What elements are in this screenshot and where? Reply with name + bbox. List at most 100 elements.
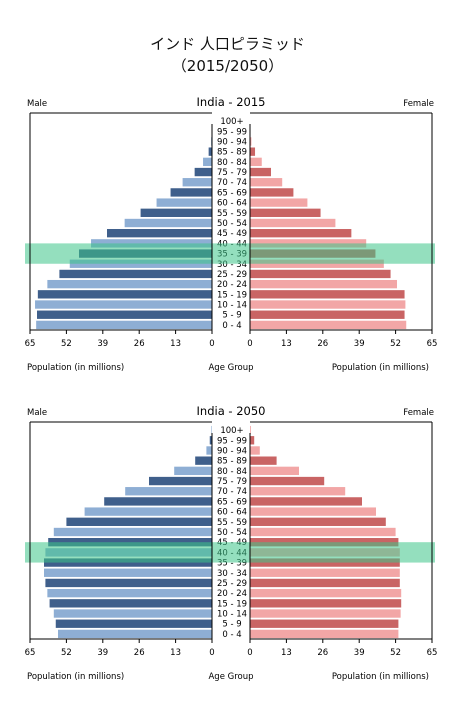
age-group-label: 15 - 19 (217, 599, 247, 609)
age-group-label: 30 - 34 (217, 260, 247, 270)
age-group-label: 60 - 64 (217, 508, 247, 518)
female-bar (250, 269, 391, 279)
tick-label: 52 (390, 648, 401, 658)
age-group-label: 10 - 14 (217, 301, 247, 311)
male-bar (48, 538, 213, 547)
female-bar (250, 279, 397, 289)
age-group-label: 45 - 49 (217, 229, 247, 239)
female-bar (250, 527, 396, 537)
female-bar (250, 588, 402, 598)
female-bar (250, 290, 405, 299)
x-axis-label-left: Population (in millions) (27, 672, 124, 682)
female-bar (250, 147, 256, 156)
male-bar (140, 208, 212, 217)
tick-label: 39 (354, 339, 365, 349)
male-bar (49, 599, 212, 608)
axes-group: 65 52 39 26 13 0 0 13 26 39 52 65 (25, 421, 438, 658)
male-bar (208, 147, 212, 156)
male-bar (170, 188, 212, 197)
tick-label: 13 (170, 339, 181, 349)
tick-label: 26 (134, 648, 145, 658)
male-bar (107, 229, 212, 238)
figure-subtitle: （2015/2050） (171, 57, 284, 75)
female-bar (250, 188, 294, 197)
age-group-label: 95 - 99 (217, 436, 247, 446)
tick-label: 52 (61, 648, 72, 658)
female-bar (250, 568, 400, 577)
highlight-band (25, 542, 435, 563)
female-bar (250, 229, 352, 238)
male-bar (47, 588, 212, 598)
tick-label: 13 (281, 648, 292, 658)
tick-label: 0 (247, 339, 252, 349)
male-bar (44, 568, 212, 577)
tick-label: 39 (97, 339, 108, 349)
male-bar (37, 290, 213, 299)
tick-label: 65 (427, 648, 438, 658)
male-bar (124, 218, 212, 228)
male-bar (209, 436, 212, 445)
female-bar (250, 476, 325, 486)
axes-group: 65 52 39 26 13 0 0 13 26 39 52 65 (25, 112, 437, 349)
male-bar (182, 178, 212, 187)
age-group-label: 15 - 19 (217, 290, 247, 300)
age-group-label: 65 - 69 (217, 497, 247, 507)
age-group-label: 0 - 4 (222, 321, 241, 331)
age-group-label: 80 - 84 (217, 467, 247, 477)
age-group-label: 65 - 69 (217, 188, 247, 198)
male-bar (47, 279, 212, 289)
male-bar (203, 157, 212, 167)
female-bar (250, 425, 251, 435)
male-bar (55, 619, 213, 628)
tick-label: 0 (209, 339, 214, 349)
male-bar (36, 320, 212, 330)
age-group-label: 95 - 99 (217, 127, 247, 137)
female-bar (250, 157, 262, 167)
x-axis-label-center: Age Group (208, 672, 253, 682)
x-axis-label-right: Population (in millions) (332, 363, 429, 373)
male-bar (37, 310, 212, 319)
female-bar (250, 137, 252, 146)
pyramid-title: India - 2015 (197, 95, 266, 109)
age-group-label: 20 - 24 (217, 280, 247, 290)
tick-label: 65 (25, 339, 36, 349)
male-bar (104, 497, 212, 506)
male-label: Male (27, 99, 47, 109)
male-bar (156, 198, 212, 207)
male-bar (84, 507, 212, 516)
female-bar (250, 466, 299, 476)
female-bar (250, 218, 336, 228)
tick-label: 52 (390, 339, 401, 349)
male-label: Male (27, 408, 47, 418)
female-bar (250, 456, 277, 465)
male-bar (194, 167, 212, 177)
female-bar (250, 300, 406, 309)
age-group-label: 35 - 39 (217, 559, 247, 569)
male-bar (149, 476, 212, 486)
age-group-label: 70 - 74 (217, 178, 247, 188)
age-group-label: 55 - 59 (217, 518, 247, 528)
female-bar (250, 178, 283, 187)
x-axis-label-left: Population (in millions) (27, 363, 124, 373)
female-bar (250, 198, 308, 207)
tick-label: 26 (317, 339, 328, 349)
tick-label: 26 (134, 339, 145, 349)
age-group-label: 55 - 59 (217, 209, 247, 219)
tick-label: 52 (61, 339, 72, 349)
male-bar (211, 425, 212, 435)
female-bar (250, 310, 405, 319)
female-bar (250, 436, 255, 445)
female-bar (250, 320, 407, 330)
female-bar (250, 619, 399, 628)
female-bar (250, 507, 376, 516)
x-axis-label-center: Age Group (208, 363, 253, 373)
female-bar (250, 629, 399, 639)
x-axis-label-right: Population (in millions) (332, 672, 429, 682)
age-group-label: 30 - 34 (217, 569, 247, 579)
female-bar (250, 538, 399, 547)
age-group-label: 90 - 94 (217, 446, 247, 456)
